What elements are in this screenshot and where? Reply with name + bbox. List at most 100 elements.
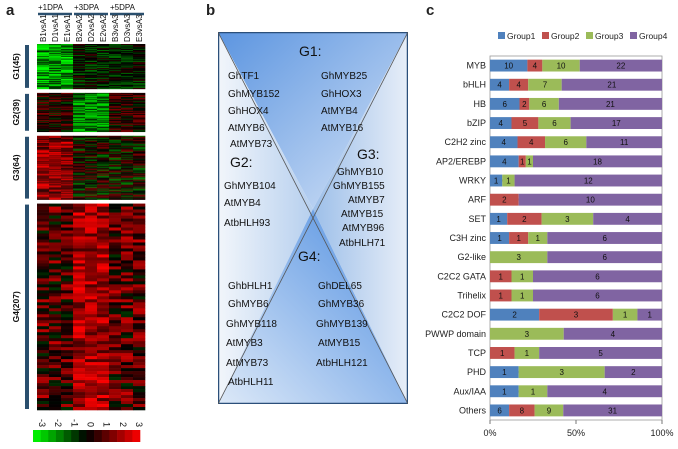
- heatmap-cell: [49, 353, 62, 357]
- heatmap-cell: [49, 70, 62, 73]
- heatmap-cell: [85, 93, 98, 96]
- heatmap-cell: [61, 77, 74, 80]
- heatmap-cell: [61, 108, 74, 111]
- heatmap-cell: [97, 56, 110, 59]
- heatmap-cell: [133, 224, 146, 228]
- heatmap-cell: [133, 52, 146, 55]
- heatmap-cell: [97, 57, 110, 60]
- heatmap-cell: [121, 221, 134, 225]
- heatmap-cell: [133, 165, 146, 167]
- heatmap-cell: [85, 293, 98, 297]
- heatmap-cell: [61, 193, 74, 195]
- heatmap-cell: [109, 329, 122, 333]
- heatmap-cell: [85, 218, 98, 222]
- heatmap-cell: [85, 180, 98, 182]
- heatmap-cell: [49, 302, 62, 306]
- bar-segment: [547, 232, 662, 244]
- heatmap-cell: [61, 245, 74, 249]
- heatmap-cell: [49, 168, 62, 170]
- heatmap-cell: [133, 356, 146, 360]
- heatmap-cell: [109, 293, 122, 297]
- heatmap-cell: [133, 74, 146, 77]
- heatmap-cell: [37, 180, 50, 182]
- heatmap-cell: [133, 182, 146, 184]
- heatmap-cell: [97, 192, 110, 194]
- heatmap-cell: [49, 377, 62, 381]
- heatmap-cell: [61, 187, 74, 189]
- heatmap-cell: [109, 230, 122, 234]
- heatmap-cell: [133, 137, 146, 140]
- heatmap-cell: [85, 350, 98, 354]
- heatmap-cell: [121, 50, 134, 53]
- heatmap-cell: [73, 162, 86, 164]
- heatmap-cell: [61, 168, 74, 170]
- g4-gene: GhMYB118: [226, 319, 277, 330]
- heatmap-cell: [61, 157, 74, 159]
- heatmap-cell: [73, 215, 86, 219]
- heatmap-cell: [121, 53, 134, 56]
- heatmap-cell: [37, 55, 50, 58]
- heatmap-cell: [133, 275, 146, 279]
- heatmap-cell: [49, 323, 62, 327]
- heatmap-cell: [37, 153, 50, 156]
- heatmap-cell: [49, 172, 62, 174]
- heatmap-cell: [133, 193, 146, 195]
- heatmap-cell: [133, 195, 146, 197]
- heatmap-cell: [37, 103, 50, 106]
- bar-segment: [490, 117, 512, 129]
- heatmap-cell: [37, 290, 50, 294]
- heatmap-cell: [97, 299, 110, 303]
- heatmap-cell: [73, 296, 86, 300]
- heatmap-cell: [121, 94, 134, 97]
- venn-region-g2: [218, 32, 313, 404]
- heatmap-cell: [49, 350, 62, 354]
- heatmap-cell: [109, 148, 122, 151]
- heatmap-cell: [37, 154, 50, 157]
- heatmap-cell: [85, 296, 98, 300]
- heatmap-cell: [37, 77, 50, 80]
- bar-segment: [490, 347, 515, 359]
- heatmap-cell: [85, 209, 98, 213]
- heatmap-cell: [61, 296, 74, 300]
- heatmap-cell: [109, 341, 122, 345]
- column-label: D2vsA2: [87, 13, 96, 42]
- heatmap-cell: [49, 67, 62, 70]
- heatmap-cell: [121, 97, 134, 100]
- heatmap-cell: [121, 159, 134, 161]
- heatmap-cell: [121, 188, 134, 190]
- heatmap-cell: [73, 163, 86, 165]
- heatmap-cell: [73, 189, 86, 191]
- heatmap-cell: [133, 227, 146, 231]
- heatmap-cell: [73, 137, 86, 140]
- heatmap-cell: [73, 260, 86, 264]
- heatmap-cell: [109, 51, 122, 54]
- heatmap-cell: [97, 196, 110, 198]
- heatmap-cell: [97, 359, 110, 363]
- heatmap-cell: [97, 407, 110, 411]
- heatmap-cell: [61, 338, 74, 342]
- heatmap-cell: [133, 127, 146, 130]
- heatmap-cell: [61, 103, 74, 106]
- heatmap-cell: [49, 117, 62, 120]
- heatmap-cell: [61, 183, 74, 185]
- heatmap-cell: [133, 145, 146, 148]
- heatmap-cell: [85, 143, 98, 146]
- heatmap-cell: [37, 377, 50, 381]
- heatmap-cell: [37, 111, 50, 114]
- heatmap-cell: [37, 83, 50, 86]
- heatmap-cell: [85, 156, 98, 159]
- heatmap-cell: [73, 57, 86, 60]
- heatmap-cell: [85, 63, 98, 66]
- category-label: C2H2 zinc: [444, 137, 486, 147]
- heatmap-cell: [97, 87, 110, 90]
- bar-segment: [547, 385, 662, 398]
- heatmap-cell: [37, 60, 50, 63]
- heatmap-cell: [85, 356, 98, 360]
- heatmap-cell: [49, 135, 62, 138]
- bar-segment: [490, 385, 519, 398]
- heatmap-cell: [49, 179, 62, 181]
- heatmap-cell: [97, 49, 110, 52]
- heatmap-cell: [109, 118, 122, 121]
- bar-segment: [490, 366, 519, 379]
- heatmap-cell: [109, 55, 122, 58]
